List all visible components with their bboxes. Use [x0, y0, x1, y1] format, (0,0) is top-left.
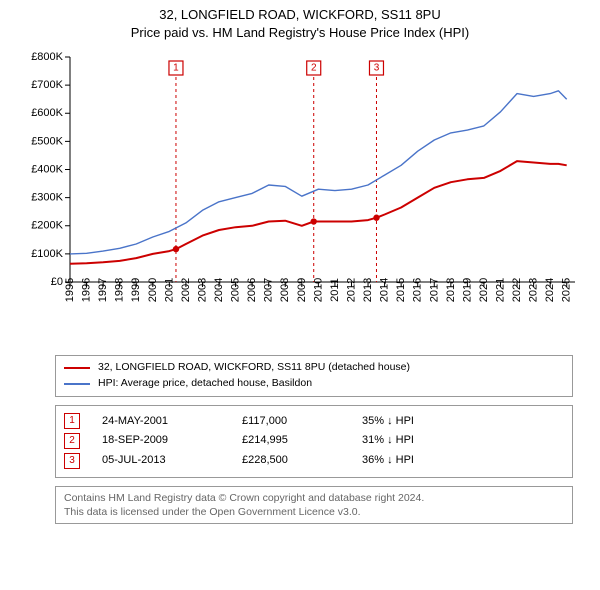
svg-text:£100K: £100K [31, 248, 63, 260]
svg-text:2013: 2013 [362, 278, 374, 302]
svg-text:1996: 1996 [81, 278, 93, 302]
title-address: 32, LONGFIELD ROAD, WICKFORD, SS11 8PU [0, 6, 600, 24]
legend: 32, LONGFIELD ROAD, WICKFORD, SS11 8PU (… [55, 355, 573, 397]
sale-marker-3: 3 [64, 453, 80, 469]
sale-row-2: 2 18-SEP-2009 £214,995 31% ↓ HPI [64, 431, 564, 451]
sale-pct-3: 36% ↓ HPI [362, 451, 414, 471]
svg-text:£800K: £800K [31, 51, 63, 63]
svg-text:£500K: £500K [31, 135, 63, 147]
svg-text:1997: 1997 [97, 278, 109, 302]
sale-row-3: 3 05-JUL-2013 £228,500 36% ↓ HPI [64, 451, 564, 471]
svg-text:3: 3 [374, 63, 380, 74]
legend-swatch-hpi [64, 383, 90, 385]
license: Contains HM Land Registry data © Crown c… [55, 486, 573, 524]
svg-text:2022: 2022 [511, 278, 523, 302]
svg-text:2016: 2016 [412, 278, 424, 302]
sale-price-3: £228,500 [242, 451, 362, 471]
license-line-2: This data is licensed under the Open Gov… [64, 505, 564, 519]
svg-text:2019: 2019 [461, 278, 473, 302]
svg-text:2000: 2000 [147, 278, 159, 302]
svg-text:2023: 2023 [528, 278, 540, 302]
svg-text:2014: 2014 [379, 278, 391, 302]
svg-text:2005: 2005 [230, 278, 242, 302]
svg-text:2015: 2015 [395, 278, 407, 302]
legend-label-property: 32, LONGFIELD ROAD, WICKFORD, SS11 8PU (… [98, 360, 410, 376]
sale-pct-1: 35% ↓ HPI [362, 412, 414, 432]
legend-item-hpi: HPI: Average price, detached house, Basi… [64, 376, 564, 392]
svg-text:2009: 2009 [296, 278, 308, 302]
svg-text:2006: 2006 [246, 278, 258, 302]
svg-text:2018: 2018 [445, 278, 457, 302]
sale-row-1: 1 24-MAY-2001 £117,000 35% ↓ HPI [64, 412, 564, 432]
line-chart: £0 £100K £200K £300K £400K £500K £600K £700K £80… [20, 47, 580, 347]
svg-text:£600K: £600K [31, 107, 63, 119]
svg-text:2: 2 [311, 63, 317, 74]
sale-date-2: 18-SEP-2009 [102, 431, 242, 451]
sale-price-2: £214,995 [242, 431, 362, 451]
svg-text:£700K: £700K [31, 79, 63, 91]
sale-date-3: 05-JUL-2013 [102, 451, 242, 471]
svg-text:2020: 2020 [478, 278, 490, 302]
sale-pct-2: 31% ↓ HPI [362, 431, 414, 451]
svg-text:2004: 2004 [213, 278, 225, 302]
svg-text:1: 1 [173, 63, 179, 74]
license-line-1: Contains HM Land Registry data © Crown c… [64, 491, 564, 505]
svg-text:2008: 2008 [279, 278, 291, 302]
svg-text:£400K: £400K [31, 164, 63, 176]
sale-date-1: 24-MAY-2001 [102, 412, 242, 432]
svg-text:2002: 2002 [180, 278, 192, 302]
svg-text:2001: 2001 [163, 278, 175, 302]
title-subtitle: Price paid vs. HM Land Registry's House … [0, 24, 600, 42]
svg-text:2025: 2025 [561, 278, 573, 302]
sale-marker-1: 1 [64, 413, 80, 429]
svg-text:£300K: £300K [31, 192, 63, 204]
svg-text:2024: 2024 [544, 278, 556, 302]
legend-item-property: 32, LONGFIELD ROAD, WICKFORD, SS11 8PU (… [64, 360, 564, 376]
sales-table: 1 24-MAY-2001 £117,000 35% ↓ HPI 2 18-SE… [55, 405, 573, 478]
svg-text:£0: £0 [51, 276, 63, 288]
legend-label-hpi: HPI: Average price, detached house, Basi… [98, 376, 312, 392]
sale-marker-2: 2 [64, 433, 80, 449]
svg-text:£200K: £200K [31, 220, 63, 232]
chart-area: £0 £100K £200K £300K £400K £500K £600K £700K £80… [20, 47, 580, 347]
svg-text:2003: 2003 [196, 278, 208, 302]
legend-swatch-property [64, 367, 90, 369]
svg-text:2012: 2012 [345, 278, 357, 302]
sale-price-1: £117,000 [242, 412, 362, 432]
svg-text:2017: 2017 [428, 278, 440, 302]
chart-titles: 32, LONGFIELD ROAD, WICKFORD, SS11 8PU P… [0, 0, 600, 41]
svg-text:1998: 1998 [114, 278, 126, 302]
svg-text:2007: 2007 [263, 278, 275, 302]
svg-text:1999: 1999 [130, 278, 142, 302]
svg-text:2021: 2021 [494, 278, 506, 302]
